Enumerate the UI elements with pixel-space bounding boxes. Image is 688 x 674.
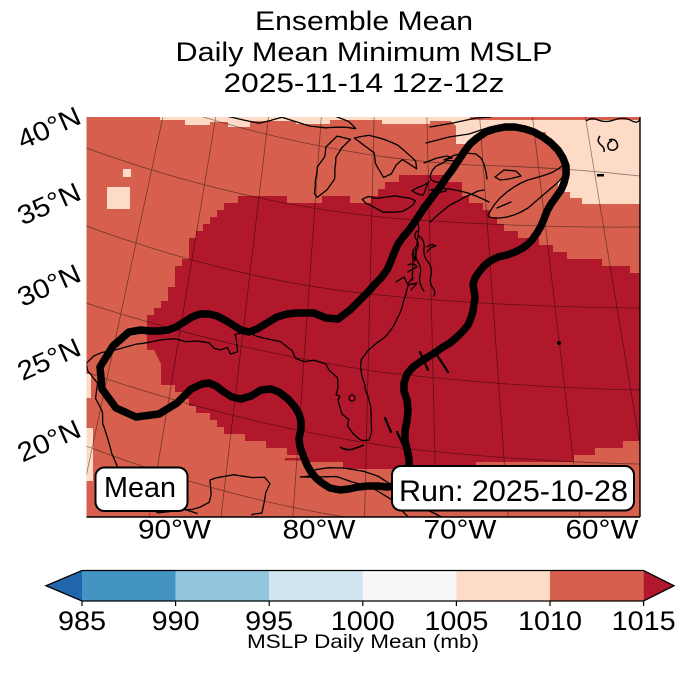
svg-text:995: 995 <box>245 606 293 636</box>
svg-text:1010: 1010 <box>518 606 582 636</box>
svg-text:90°W: 90°W <box>138 515 212 545</box>
svg-text:1005: 1005 <box>424 606 488 636</box>
svg-text:985: 985 <box>58 606 106 636</box>
svg-text:1000: 1000 <box>331 606 395 636</box>
svg-text:990: 990 <box>152 606 200 636</box>
svg-text:Ensemble Mean: Ensemble Mean <box>255 6 473 36</box>
svg-text:60°W: 60°W <box>566 515 640 545</box>
svg-text:Mean: Mean <box>104 472 176 504</box>
svg-text:Run: 2025-10-28: Run: 2025-10-28 <box>399 475 628 508</box>
svg-text:Daily Mean Minimum MSLP: Daily Mean Minimum MSLP <box>176 37 553 67</box>
svg-text:MSLP Daily Mean (mb): MSLP Daily Mean (mb) <box>247 631 479 653</box>
svg-text:70°W: 70°W <box>424 515 498 545</box>
svg-text:1015: 1015 <box>612 606 676 636</box>
svg-text:2025-11-14 12z-12z: 2025-11-14 12z-12z <box>224 68 505 98</box>
svg-text:80°W: 80°W <box>283 515 357 545</box>
